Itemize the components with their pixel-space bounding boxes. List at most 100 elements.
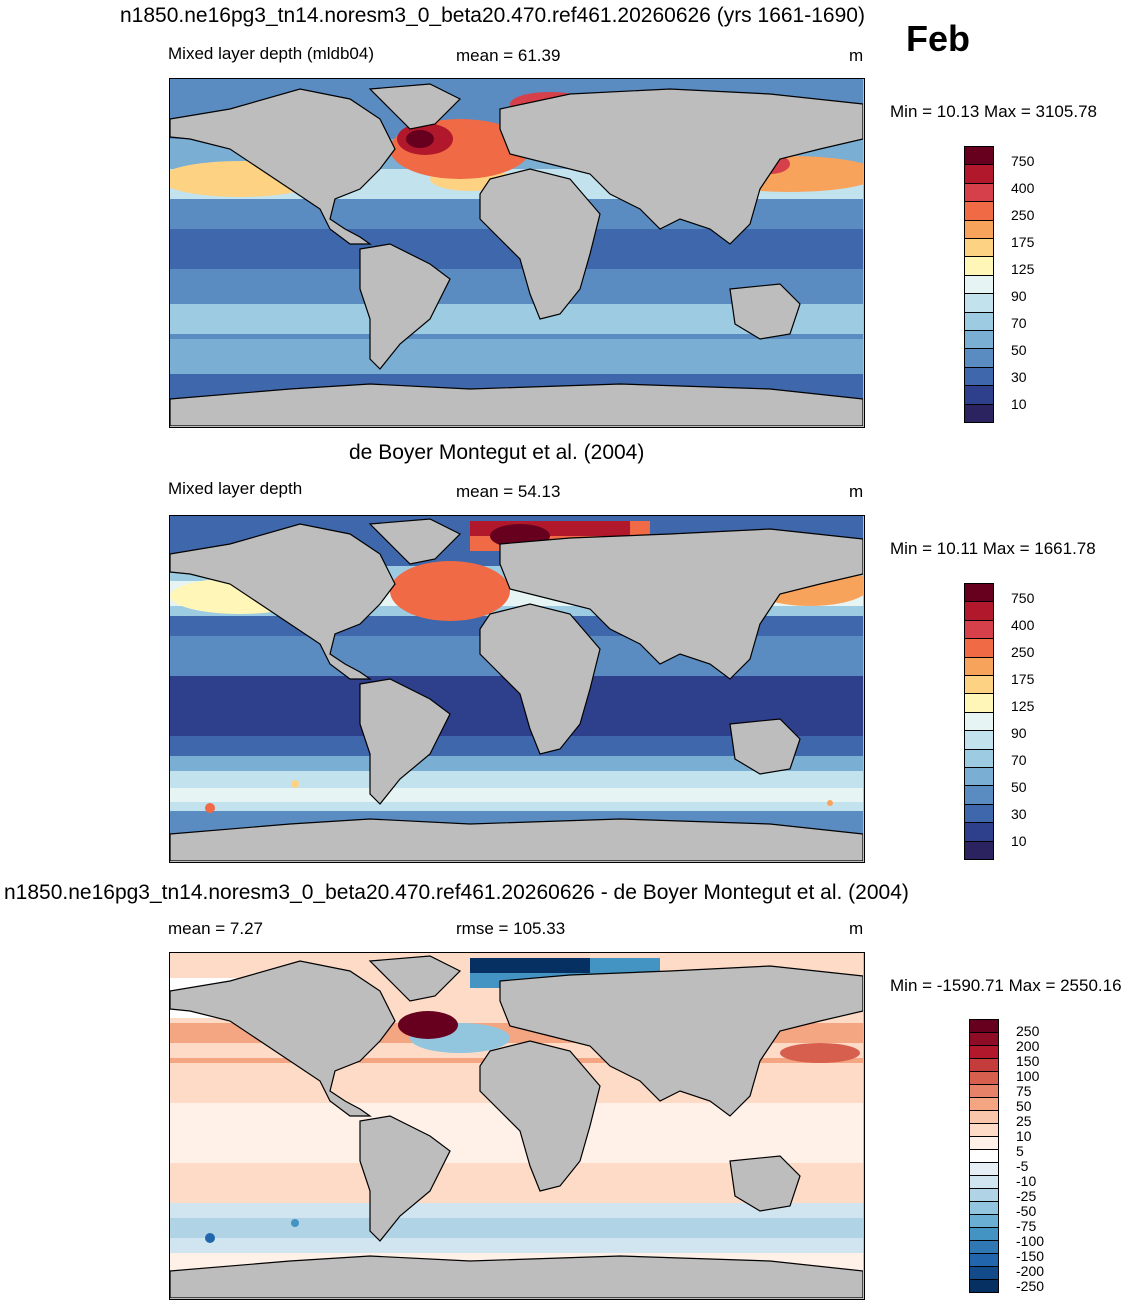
panel3-map <box>169 952 865 1300</box>
colorbar-tick-label: 75 <box>1016 1082 1032 1099</box>
colorbar-swatch <box>969 1136 999 1150</box>
colorbar-swatch <box>964 366 994 387</box>
colorbar-swatch <box>969 1175 999 1189</box>
colorbar-tick-label: 750 <box>1011 152 1035 169</box>
colorbar-swatch <box>964 311 994 331</box>
colorbar-tick-label: 50 <box>1016 1097 1032 1114</box>
colorbar-swatch <box>969 1019 999 1033</box>
colorbar-tick-label: -250 <box>1016 1277 1045 1294</box>
colorbar-tick-label: 50 <box>1011 342 1027 359</box>
colorbar-swatch <box>964 840 994 860</box>
colorbar-swatch <box>964 803 994 824</box>
panel2-colorbar: 750 400 250 175 125 90 70 50 30 10 <box>964 583 1084 860</box>
panel1-title: n1850.ne16pg3_tn14.noresm3_0_beta20.470.… <box>120 4 865 27</box>
colorbar-swatch <box>964 693 994 713</box>
panel1-map-svg <box>170 79 863 426</box>
colorbar-swatch <box>964 238 994 258</box>
colorbar-tick-label: 70 <box>1011 315 1027 332</box>
colorbar-swatch <box>964 348 994 368</box>
panel2-map-svg <box>170 516 863 861</box>
panel2-variable-label: Mixed layer depth <box>168 479 303 498</box>
colorbar-swatch <box>964 385 994 405</box>
colorbar-swatch <box>964 293 994 313</box>
colorbar-swatch <box>969 1123 999 1137</box>
panel3-title: n1850.ne16pg3_tn14.noresm3_0_beta20.470.… <box>4 881 909 904</box>
panel3-colorbar: 250 200 150 100 75 50 25 10 5 -5 -10 -25 -50 -75 -100-… <box>969 1019 1089 1294</box>
panel3-units-label: m <box>849 919 864 938</box>
colorbar-tick-label: 400 <box>1011 616 1035 633</box>
colorbar-tick-label: -75 <box>1016 1217 1037 1234</box>
colorbar-tick-label: -25 <box>1016 1187 1037 1204</box>
colorbar-swatch <box>964 182 994 203</box>
colorbar-tick-label: 250 <box>1011 206 1035 223</box>
colorbar-tick-label: 400 <box>1011 179 1035 196</box>
panel2-units-label: m <box>849 482 864 501</box>
colorbar-tick-label: 150 <box>1016 1052 1040 1069</box>
panel3-minmax-label: Min = -1590.71 Max = 2550.16 <box>890 976 1122 995</box>
colorbar-swatch <box>969 1240 999 1254</box>
panel2-title: de Boyer Montegut et al. (2004) <box>349 441 645 464</box>
colorbar-swatch <box>964 219 994 239</box>
colorbar-tick-label: 25 <box>1016 1112 1032 1129</box>
colorbar-tick-label: 250 <box>1011 643 1035 660</box>
panel2-minmax-label: Min = 10.11 Max = 1661.78 <box>890 539 1096 558</box>
colorbar-swatch <box>964 730 994 750</box>
colorbar-tick-label: 5 <box>1016 1142 1024 1159</box>
colorbar-tick-label: -50 <box>1016 1202 1037 1219</box>
colorbar-swatch <box>969 1227 999 1241</box>
panel1-variable-label: Mixed layer depth (mldb04) <box>168 44 374 63</box>
colorbar-swatch <box>964 164 994 184</box>
colorbar-tick-label: 750 <box>1011 589 1035 606</box>
colorbar-swatch <box>964 711 994 732</box>
panel1-units-label: m <box>849 46 864 65</box>
colorbar-swatch <box>964 330 994 350</box>
colorbar-swatch <box>969 1214 999 1228</box>
colorbar-swatch <box>964 601 994 621</box>
panel2-mean-label: mean = 54.13 <box>456 482 561 501</box>
colorbar-swatch <box>969 1279 999 1293</box>
colorbar-swatch <box>969 1097 999 1111</box>
colorbar-swatch <box>964 274 994 295</box>
colorbar-tick-label: 175 <box>1011 670 1035 687</box>
colorbar-tick-label: 200 <box>1016 1037 1040 1054</box>
colorbar-tick-label: -10 <box>1016 1172 1037 1189</box>
panel1-colorbar: 750 400 250 175 125 90 70 50 30 10 <box>964 146 1084 423</box>
colorbar-swatch <box>969 1188 999 1202</box>
panel1-map <box>169 78 865 428</box>
colorbar-tick-label: 30 <box>1011 369 1027 386</box>
colorbar-tick-label: 250 <box>1016 1022 1040 1039</box>
colorbar-tick-label: -150 <box>1016 1247 1045 1264</box>
colorbar-swatch <box>969 1162 999 1176</box>
colorbar-swatch <box>969 1032 999 1046</box>
colorbar-tick-label: 125 <box>1011 698 1035 714</box>
colorbar-tick-label: -5 <box>1016 1157 1029 1174</box>
colorbar-swatch <box>964 785 994 805</box>
colorbar-swatch <box>969 1266 999 1280</box>
colorbar-swatch <box>964 403 994 423</box>
colorbar-tick-label: 50 <box>1011 779 1027 796</box>
colorbar-swatch <box>964 256 994 276</box>
colorbar-swatch <box>964 656 994 676</box>
panel2-map <box>169 515 865 863</box>
colorbar-swatch <box>969 1149 999 1163</box>
colorbar-tick-label: -100 <box>1016 1232 1045 1249</box>
colorbar-tick-label: 125 <box>1011 261 1035 277</box>
colorbar-swatch <box>969 1201 999 1215</box>
panel1-minmax-label: Min = 10.13 Max = 3105.78 <box>890 102 1097 121</box>
colorbar-swatch <box>964 638 994 658</box>
month-label: Feb <box>906 18 971 59</box>
colorbar-swatch <box>964 201 994 221</box>
panel3-mean-label: mean = 7.27 <box>168 919 263 938</box>
colorbar-swatch <box>969 1084 999 1098</box>
colorbar-tick-label: 30 <box>1011 806 1027 823</box>
colorbar-swatch <box>964 767 994 787</box>
colorbar-tick-label: 70 <box>1011 752 1027 769</box>
colorbar-tick-label: 10 <box>1016 1127 1032 1144</box>
colorbar-swatch <box>964 822 994 842</box>
colorbar-swatch <box>969 1058 999 1072</box>
panel1-mean-label: mean = 61.39 <box>456 46 561 65</box>
colorbar-swatch <box>969 1253 999 1267</box>
colorbar-tick-label: 90 <box>1011 288 1027 305</box>
colorbar-tick-label: 10 <box>1011 833 1027 850</box>
colorbar-tick-label: 90 <box>1011 725 1027 742</box>
